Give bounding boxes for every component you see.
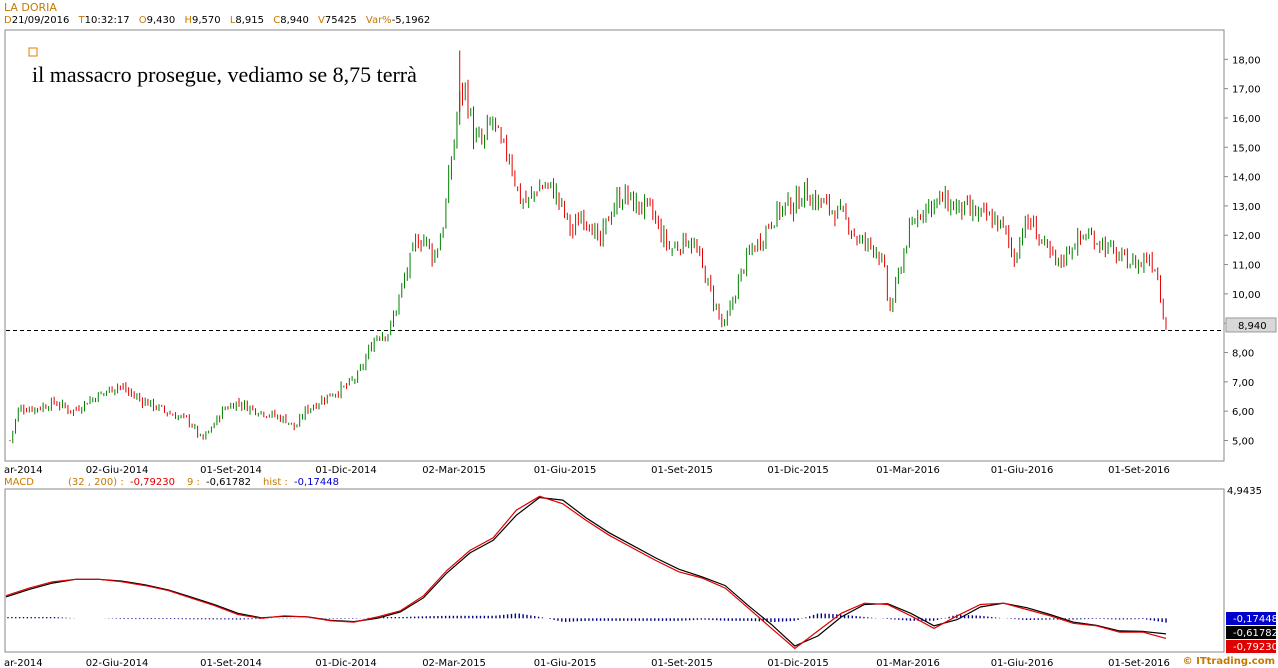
price-y-tick-label: 5,00	[1232, 436, 1254, 447]
x-tick-label: 01-Set-2015	[651, 465, 713, 476]
instrument-title: LA DORIA	[4, 1, 57, 14]
price-y-tick-label: 15,00	[1232, 143, 1261, 154]
last-price-box	[1225, 317, 1277, 333]
close-value: 8,940	[280, 15, 309, 26]
macd-params: (32 , 200) :	[68, 477, 124, 488]
macd-side-box	[1226, 612, 1276, 625]
price-y-tick-label: 17,00	[1232, 85, 1261, 96]
time-value: 10:32:17	[84, 15, 130, 26]
price-y-tick-label: 18,00	[1232, 55, 1261, 66]
macd-series-line-macd	[5, 495, 1167, 650]
volume-key: V	[318, 15, 325, 26]
x-tick-label: 01-Set-2016	[1108, 658, 1170, 668]
x-tick-label: 01-Dic-2015	[767, 465, 828, 476]
price-y-tick-label: 16,00	[1232, 114, 1261, 125]
time-key: T	[78, 15, 85, 26]
price-y-tick-label: 6,00	[1232, 407, 1254, 418]
x-tick-label: 01-Dic-2014	[315, 658, 376, 668]
high-value: 9,570	[191, 15, 221, 26]
x-tick-label: 02-Giu-2014	[86, 465, 149, 476]
annotation-text: il massacro prosegue, vediamo se 8,75 te…	[32, 62, 417, 87]
macd-title: MACD	[4, 477, 34, 488]
price-y-tick-label: 13,00	[1232, 202, 1261, 213]
low-key: L	[229, 15, 236, 26]
open-value: 9,430	[146, 15, 176, 26]
open-key: O	[138, 15, 147, 26]
high-key: H	[184, 15, 192, 26]
hist-prefix: hist :	[263, 477, 288, 488]
chart-header: LA DORIA D21/09/2016 T10:32:17 O9,430 H9…	[0, 0, 1278, 30]
price-y-tick-label: 10,00	[1232, 290, 1261, 301]
var-key: Var%	[365, 15, 392, 26]
x-tick-label: 02-Giu-2014	[86, 658, 149, 668]
x-tick-label: 01-Giu-2015	[534, 658, 597, 668]
date-key: D	[4, 15, 12, 26]
x-tick-label: 01-Set-2014	[200, 658, 262, 668]
macd-series-line-signal	[5, 496, 1167, 647]
annotation-marker-icon	[28, 47, 38, 57]
ohlc-readout: D21/09/2016 T10:32:17 O9,430 H9,570 L8,9…	[4, 15, 436, 26]
macd-top-label: 4,9435	[1227, 486, 1262, 497]
close-key: C	[273, 15, 281, 26]
signal-value: -0,61782	[206, 477, 251, 488]
macd-side-label: -0,79230	[1233, 642, 1278, 653]
watermark: © ITtrading.com	[1183, 656, 1275, 667]
macd-side-box	[1226, 640, 1276, 653]
x-tick-label: ar-2014	[4, 658, 43, 668]
x-tick-label: 01-Dic-2015	[767, 658, 828, 668]
var-value: -5,1962	[391, 15, 431, 26]
macd-value: -0,79230	[130, 477, 175, 488]
x-tick-label: ar-2014	[4, 465, 43, 476]
x-tick-label: 02-Mar-2015	[422, 465, 486, 476]
price-y-tick-label: 7,00	[1232, 378, 1254, 389]
hist-value: -0,17448	[294, 477, 339, 488]
macd-side-label: -0,61782	[1233, 628, 1278, 639]
price-y-tick-label: 11,00	[1232, 261, 1261, 272]
x-tick-label: 01-Giu-2015	[534, 465, 597, 476]
price-y-tick-label: 14,00	[1232, 173, 1261, 184]
x-tick-label: 01-Set-2016	[1108, 465, 1170, 476]
x-tick-label: 01-Giu-2016	[991, 658, 1054, 668]
macd-panel-frame	[4, 488, 1225, 653]
date-value: 21/09/2016	[11, 15, 70, 26]
macd-side-label: -0,17448	[1233, 614, 1278, 625]
macd-panel[interactable]: MACD (32 , 200) : -0,79230 9 : -0,61782 …	[4, 477, 1278, 668]
x-tick-label: 02-Mar-2015	[422, 658, 486, 668]
x-tick-label: 01-Mar-2016	[876, 465, 940, 476]
x-tick-label: 01-Dic-2014	[315, 465, 376, 476]
last-price-label: 8,940	[1238, 321, 1267, 332]
low-value: 8,915	[235, 15, 265, 26]
volume-value: 75425	[324, 15, 357, 26]
price-y-tick-label: 8,00	[1232, 349, 1254, 360]
price-panel-frame	[4, 29, 1225, 462]
macd-side-box	[1226, 626, 1276, 639]
signal-prefix: 9 :	[187, 477, 200, 488]
x-tick-label: 01-Giu-2016	[991, 465, 1054, 476]
price-y-tick-label: 12,00	[1232, 231, 1261, 242]
x-tick-label: 01-Set-2015	[651, 658, 713, 668]
x-tick-label: 01-Set-2014	[200, 465, 262, 476]
x-tick-label: 01-Mar-2016	[876, 658, 940, 668]
price-panel[interactable]: il massacro prosegue, vediamo se 8,75 te…	[4, 29, 1277, 476]
